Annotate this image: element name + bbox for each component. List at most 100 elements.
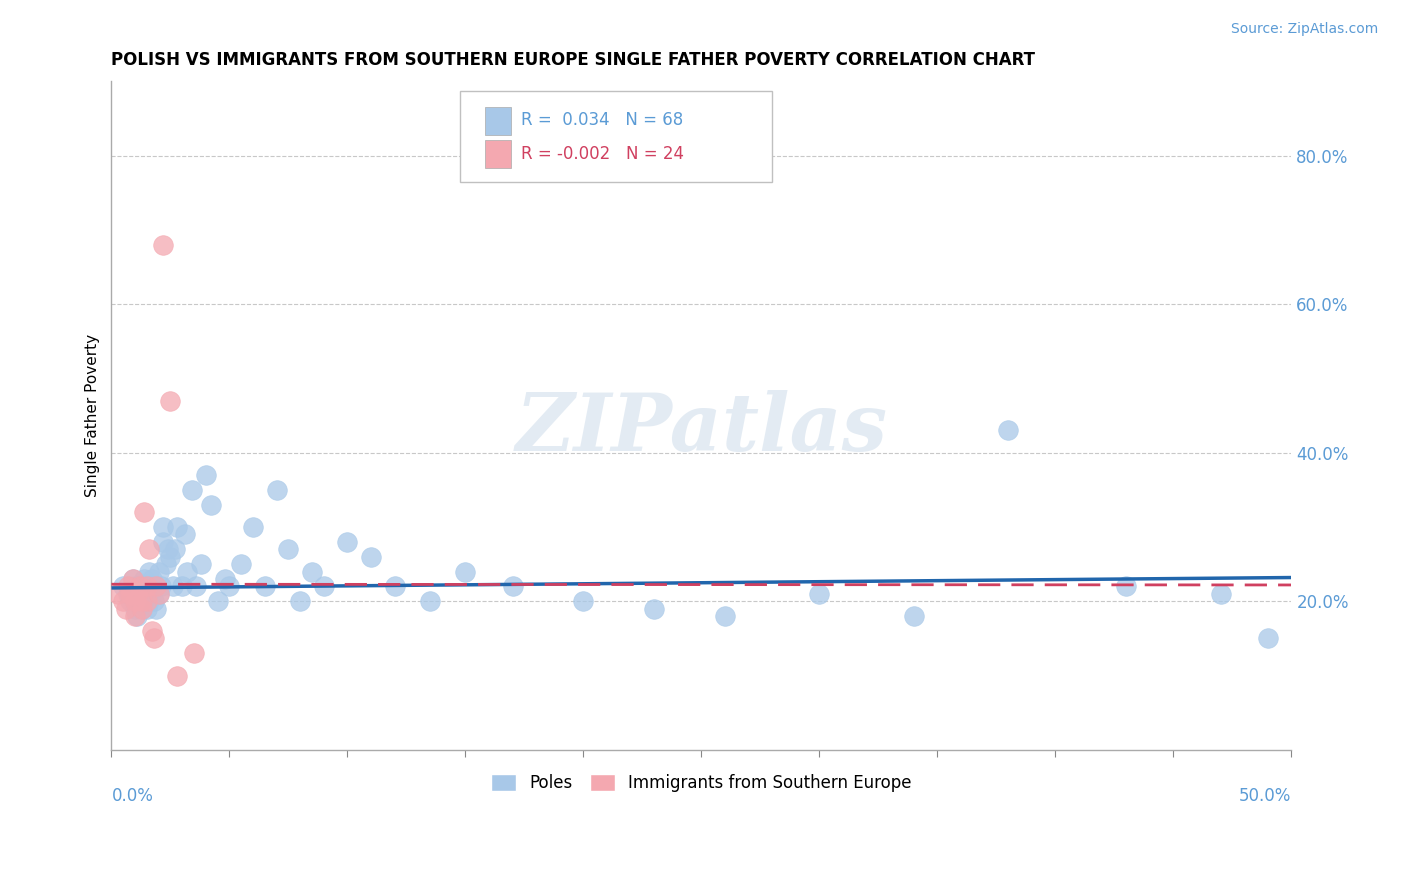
Point (128, 594, 150, 608)
Legend: Poles, Immigrants from Southern Europe: Poles, Immigrants from Southern Europe (485, 767, 918, 798)
Point (173, 527, 195, 541)
Point (159, 549, 181, 564)
Point (903, 609, 925, 624)
Point (419, 594, 441, 608)
Point (148, 587, 170, 601)
Point (643, 601, 665, 615)
Point (176, 565, 198, 579)
Point (384, 579, 406, 593)
Point (131, 587, 153, 601)
Point (714, 609, 737, 624)
Point (121, 572, 143, 586)
Point (808, 587, 831, 601)
Text: POLISH VS IMMIGRANTS FROM SOUTHERN EUROPE SINGLE FATHER POVERTY CORRELATION CHAR: POLISH VS IMMIGRANTS FROM SOUTHERN EUROP… (111, 51, 1035, 69)
Point (1257, 632, 1279, 646)
Point (190, 557, 212, 571)
Point (502, 579, 524, 593)
Point (149, 579, 172, 593)
Point (336, 534, 359, 549)
Point (162, 579, 184, 593)
Point (142, 579, 165, 593)
Point (1209, 587, 1232, 601)
Text: R = -0.002   N = 24: R = -0.002 N = 24 (520, 145, 683, 162)
Point (128, 579, 150, 593)
Point (218, 579, 240, 593)
Point (166, 520, 188, 534)
Point (200, 498, 222, 512)
Point (128, 579, 150, 593)
Point (1115, 579, 1137, 593)
Point (159, 393, 181, 408)
Point (360, 549, 382, 564)
Text: ZIPatlas: ZIPatlas (516, 390, 887, 467)
Point (107, 587, 129, 601)
Y-axis label: Single Father Poverty: Single Father Poverty (86, 334, 100, 497)
Point (135, 579, 157, 593)
Point (131, 594, 153, 608)
Point (112, 579, 135, 593)
Point (180, 483, 202, 497)
Point (152, 520, 174, 534)
Point (131, 601, 153, 615)
Text: R =  0.034   N = 68: R = 0.034 N = 68 (520, 112, 683, 129)
Point (152, 237, 174, 252)
Point (454, 565, 477, 579)
Point (145, 601, 167, 615)
Point (134, 572, 156, 586)
Point (124, 579, 146, 593)
Point (141, 624, 163, 638)
Point (124, 609, 146, 624)
Point (141, 587, 163, 601)
Point (152, 534, 174, 549)
Point (117, 579, 139, 593)
Point (141, 572, 163, 586)
Point (135, 579, 157, 593)
Point (207, 594, 229, 608)
Point (186, 579, 208, 593)
FancyBboxPatch shape (485, 140, 512, 169)
Point (183, 646, 205, 660)
Point (277, 542, 299, 557)
Point (127, 609, 149, 624)
Point (120, 587, 142, 601)
Point (138, 565, 160, 579)
Point (124, 601, 146, 615)
Point (157, 542, 180, 557)
Point (572, 594, 595, 608)
Point (138, 542, 160, 557)
Point (301, 565, 323, 579)
Text: Source: ZipAtlas.com: Source: ZipAtlas.com (1230, 22, 1378, 37)
Point (172, 579, 194, 593)
FancyBboxPatch shape (485, 107, 512, 135)
Point (142, 632, 165, 646)
Text: 0.0%: 0.0% (111, 787, 153, 805)
Point (145, 579, 167, 593)
Point (242, 520, 264, 534)
Point (138, 594, 160, 608)
Point (997, 424, 1019, 438)
Point (124, 594, 146, 608)
Point (155, 557, 177, 571)
Point (121, 572, 143, 586)
Point (117, 587, 139, 601)
Point (253, 579, 276, 593)
Point (166, 668, 188, 682)
Point (112, 594, 135, 608)
Point (134, 505, 156, 519)
Point (148, 587, 170, 601)
Point (134, 594, 156, 608)
Point (312, 579, 335, 593)
Point (135, 594, 157, 608)
Point (194, 468, 217, 483)
Point (142, 594, 165, 608)
Point (148, 565, 170, 579)
Point (114, 601, 136, 615)
Text: 50.0%: 50.0% (1239, 787, 1292, 805)
Point (135, 587, 157, 601)
Point (135, 601, 157, 615)
Point (120, 594, 142, 608)
Point (266, 483, 288, 497)
Point (127, 587, 149, 601)
Point (290, 594, 312, 608)
Point (131, 601, 153, 615)
